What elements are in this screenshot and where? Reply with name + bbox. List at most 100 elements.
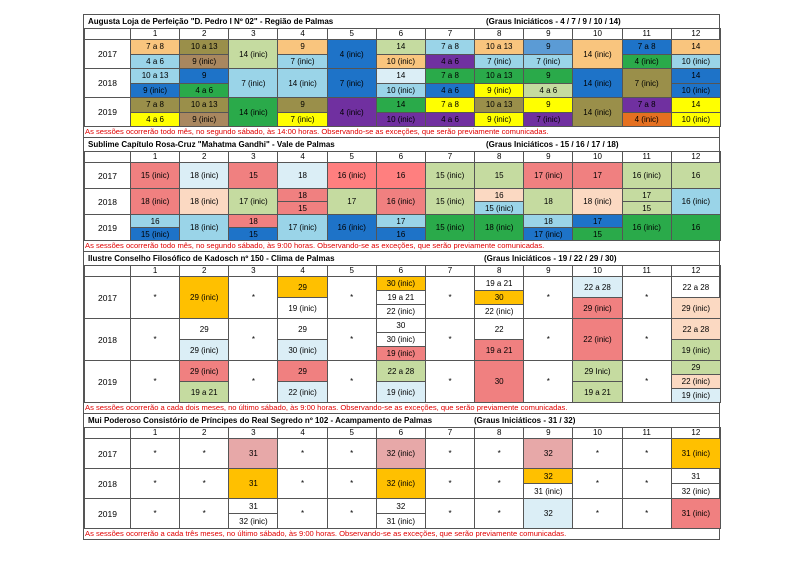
session-entry: 29 (inic) [672,297,720,318]
corner-cell [84,151,131,163]
month-header: 5 [326,151,377,163]
schedule-cell: * [179,498,230,529]
section-header: Augusta Loja de Perfeição "D. Pedro I Nº… [84,15,719,28]
schedule-cell: 31 32 (inic) [228,498,279,529]
session-entry: 29 (inic) [573,297,622,318]
session-entry: 4 a 6 [131,111,179,126]
schedule-cell: * [424,276,476,319]
month-header: 11 [621,28,672,40]
month-header: 7 [424,151,476,163]
session-entry: 10 (inic) [672,53,720,68]
month-header: 2 [179,28,230,40]
schedule-cell: 32 [523,498,574,529]
schedule-cell: 16 (inic) [621,214,672,241]
session-entry: 30 [396,321,406,330]
schedule-cell: * [179,468,230,499]
session-entry: * [153,335,157,344]
session-entry: 29 (inic) [180,361,228,381]
session-entry: 15 (inic) [426,189,474,214]
schedule-cell: * [523,318,574,361]
year-row: 2019 * * 31 32 (inic) * * 32 31 (inic) * * 32 * * 31 (… [84,498,722,529]
schedule-cell: * [621,438,672,469]
session-entry: 7 (inic) [328,69,376,97]
session-entry: 18 (inic) [180,163,228,188]
schedule-cell: * [621,276,672,319]
session-entry: 16 (inic) [623,163,671,188]
month-header: 3 [228,151,279,163]
session-entry: 31 [229,439,277,468]
session-entry: 22 a 28 [672,319,720,339]
schedule-cell: 14 10 (inic) [375,39,426,69]
month-header: 12 [670,151,722,163]
session-entry: 32 [524,439,572,468]
session-entry: 17 (inic) [278,215,327,240]
session-entry: 15 (inic) [131,163,179,188]
year-label: 2018 [84,468,131,499]
schedule-cell: 31 [228,438,279,469]
session-entry: 10 (inic) [377,53,425,68]
session-entry: 9 (inic) [475,82,523,97]
session-entry: 9 [278,40,327,54]
schedule-cell: * [326,498,377,529]
schedule-cell: 16 (inic) [670,188,722,215]
session-entry: * [595,509,600,518]
schedule-cell: 30 30 (inic) 19 (inic) [375,318,426,361]
schedule-cell: * [621,468,672,499]
schedule-cell: 22 a 28 29 (inic) [572,276,623,319]
schedule-cell: 16 15 (inic) [474,188,525,215]
schedule-cell: 32 31 (inic) [523,468,574,499]
session-entry: * [645,479,649,488]
month-header: 6 [375,151,426,163]
month-header: 7 [424,427,476,439]
month-header: 12 [670,427,722,439]
schedule-cell: * [326,318,377,361]
month-header: 2 [179,265,230,277]
session-entry: 22 (inic) [377,304,425,318]
schedule-cell: 14 (inic) [572,97,623,127]
month-header: 3 [228,265,279,277]
session-entry: * [497,509,501,518]
session-entry: 31 (inic) [672,439,720,468]
schedule-cell: 16 (inic) [326,214,377,241]
session-entry: 4 a 6 [180,82,228,97]
month-header: 5 [326,427,377,439]
session-entry: 19 a 21 [377,290,425,304]
schedule-cell: 29 (inic) [179,276,230,319]
session-entry: 7 (inic) [475,53,523,68]
session-entry: 17 (inic) [524,163,572,188]
schedule-cell: * [621,498,672,529]
schedule-cell: 31 (inic) [670,498,722,529]
schedule-cell: 29 30 (inic) [277,318,328,361]
session-entry: 16 [377,163,425,188]
year-label: 2019 [84,97,131,127]
session-entry: 7 (inic) [524,111,572,126]
session-entry: 32 (inic) [229,513,277,528]
schedule-cell: 17 (inic) [277,214,328,241]
schedule-cell: 22 a 28 29 (inic) [670,276,722,319]
schedule-cell: * [572,498,623,529]
schedule-cell: * [523,360,574,403]
schedule-cell: 18 15 [277,188,328,215]
session-entry: 18 [524,189,572,214]
schedule-cell: 15 [474,162,525,189]
session-entry: 17 [377,215,425,227]
schedule-cell: 31 32 (inic) [670,468,722,499]
schedule-cell: * [424,468,476,499]
schedule-cell: * [129,318,181,361]
month-header: 11 [621,151,672,163]
session-entry: 9 (inic) [475,111,523,126]
session-entry: 10 (inic) [672,82,720,97]
section-note: As sessões ocorrerão todo mês, no segund… [85,241,545,250]
session-entry: * [251,377,255,386]
year-label: 2018 [84,68,131,98]
session-entry: 19 a 21 [573,381,622,402]
schedule-cell: 18 17 (inic) [523,214,574,241]
session-entry: 7 a 8 [426,98,474,112]
section-note: As sessões ocorrerão todo mês, no segund… [85,127,549,136]
schedule-cell: * [474,468,525,499]
session-entry: 15 (inic) [131,227,179,240]
session-entry: 22 (inic) [672,374,720,388]
session-entry: 22 (inic) [573,319,622,360]
